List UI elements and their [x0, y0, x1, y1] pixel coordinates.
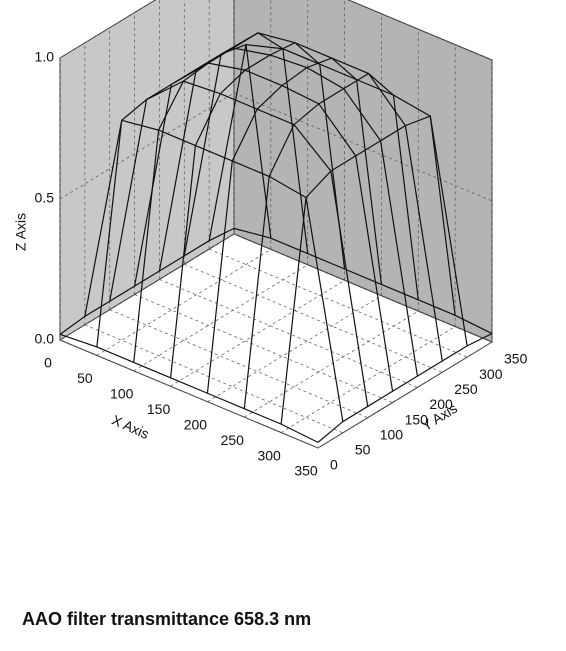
floor-grid-line: [59, 339, 319, 449]
floor-grid-line: [184, 263, 443, 373]
y-tick-label: 350: [504, 351, 528, 367]
z-tick-label: 0.5: [35, 190, 55, 206]
x-tick-label: 350: [294, 463, 318, 479]
x-axis-label: X Axis: [110, 412, 152, 442]
floor-grid-line: [109, 309, 368, 419]
surface-row-line: [84, 119, 344, 422]
surface-column-line: [96, 43, 272, 348]
floor-grid-line: [207, 295, 382, 403]
surface-row-line: [208, 43, 468, 346]
surface-column-line: [280, 115, 456, 425]
y-tick-label: 100: [380, 426, 404, 442]
x-tick-label: 50: [77, 370, 93, 386]
y-tick-label: 250: [454, 381, 478, 397]
wall-grid-line: [347, 0, 493, 61]
floor-grid-line: [96, 249, 272, 356]
chart-title: AAO filter transmittance 658.3 nm: [22, 609, 311, 629]
x-tick-label: 100: [110, 386, 134, 402]
floor-grid-line: [84, 324, 343, 434]
floor-grid-line: [134, 294, 393, 403]
surface-column-line: [133, 32, 309, 363]
wall-grid-line: [59, 92, 235, 200]
x-tick-label: 200: [184, 416, 208, 432]
surface-row-line: [233, 227, 493, 335]
z-tick-label: 0.0: [35, 331, 55, 347]
surface-row-line: [183, 32, 443, 362]
surface-row-line: [59, 333, 319, 443]
y-tick-label: 300: [479, 366, 503, 382]
y-tick-label: 0: [330, 457, 338, 473]
wall-grid-line: [233, 233, 493, 343]
floor-grid-line: [209, 248, 468, 358]
surface-column-line: [317, 333, 493, 443]
wall-grid-line: [233, 92, 493, 202]
x-tick-label: 300: [257, 447, 281, 463]
z-axis-label: Z Axis: [13, 213, 29, 251]
floor-grid-line: [280, 326, 456, 433]
y-tick-label: 50: [355, 442, 371, 458]
floor-grid-line: [317, 341, 493, 449]
x-tick-label: 0: [44, 355, 52, 371]
surface-column-line: [206, 57, 383, 394]
surface-column-line: [243, 72, 419, 409]
z-tick-label: 1.0: [35, 49, 55, 65]
surface-column-line: [59, 227, 235, 335]
floor-grid-line: [133, 264, 308, 372]
floor-grid-line: [244, 310, 419, 418]
wall-grid-line: [59, 233, 235, 341]
x-tick-label: 150: [147, 401, 171, 417]
surface-column-line: [169, 41, 346, 378]
floor-grid-line: [159, 279, 418, 388]
y-tick-label: 150: [405, 411, 429, 427]
y-tick-label: 200: [429, 396, 453, 412]
floor-grid-line: [170, 279, 345, 387]
x-tick-label: 250: [221, 432, 245, 448]
